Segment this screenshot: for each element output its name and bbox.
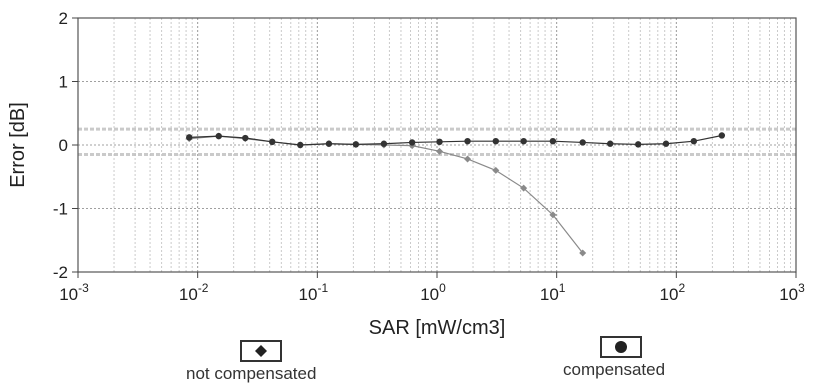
data-point [520,137,527,145]
series-line [189,134,722,146]
y-tick-label: -1 [53,200,68,219]
legend-label-not-compensated: not compensated [186,364,317,383]
plot-frame [77,17,797,273]
x-tick-label: 103 [779,281,805,304]
data-point [464,155,472,163]
data-point [549,137,557,145]
y-axis: 2 1 0 -1 -2 [53,9,78,282]
data-point [520,184,528,192]
x-tick-label: 10-3 [59,281,89,304]
data-point [436,138,443,146]
y-tick-label: -2 [53,263,68,282]
data-point [549,211,557,219]
data-point [242,134,249,142]
x-tick-label: 10-2 [179,281,209,304]
data-point [352,141,360,148]
data-point [579,249,587,257]
legend-swatch-compensated [600,336,642,358]
data-point [297,141,304,149]
x-tick-label: 100 [420,281,446,304]
data-point [492,166,500,174]
x-axis: 10-3 10-2 10-1 100 101 102 103 [59,272,805,304]
y-tick-label: 0 [59,136,68,155]
x-tick-label: 101 [540,281,566,304]
y-tick-label: 2 [59,9,68,28]
data-point [634,141,642,148]
data-point [464,137,471,145]
diamond-icon [255,345,267,357]
legend-swatch-not-compensated [240,340,282,362]
data-point [325,140,333,147]
y-tick-label: 1 [59,73,68,92]
y-axis-label: Error [dB] [7,102,29,188]
x-tick-label: 10-1 [299,281,329,304]
series [185,132,726,257]
data-point [215,132,222,140]
circle-icon [615,341,627,353]
data-point [269,138,276,146]
data-point [186,134,193,141]
data-point [408,139,416,146]
data-point [436,147,444,155]
legend-label-compensated: compensated [563,360,666,379]
x-tick-label: 102 [660,281,686,304]
grid [78,18,796,272]
data-point [492,137,499,145]
x-axis-label: SAR [mW/cm3] [369,317,506,339]
data-point [718,132,726,139]
data-point [690,137,698,145]
data-point [579,139,586,146]
data-point [380,140,388,147]
data-point [606,140,614,147]
data-point [662,140,670,147]
